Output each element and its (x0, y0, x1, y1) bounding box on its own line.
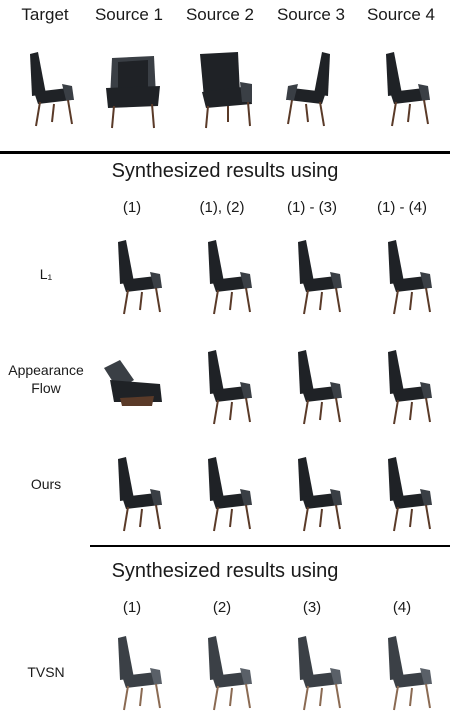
image-target (2, 42, 92, 132)
image-ours-4 (360, 447, 450, 537)
image-ours-1 (90, 447, 180, 537)
section2-col-label-1: (1) (122, 599, 142, 616)
section2-title: Synthesized results using (111, 560, 339, 582)
row-label-tvsn: TVSN (27, 664, 65, 680)
divider-thick (0, 151, 450, 154)
image-ours-3 (270, 447, 360, 537)
image-l1-2 (180, 230, 270, 320)
image-source-4 (358, 42, 448, 132)
section2-col-label-4: (4) (392, 599, 412, 616)
row-label-ours: Ours (30, 476, 62, 492)
section1-col-label-1: (1) (122, 199, 142, 216)
image-tvsn-2 (180, 626, 270, 716)
row-label-l1: L₁ (39, 266, 53, 282)
header-source-3: Source 3 (276, 5, 346, 24)
image-af-2 (180, 340, 270, 430)
row-label-appearance-flow-line1: Appearance (8, 362, 84, 378)
image-source-2 (178, 42, 268, 132)
row-label-appearance-flow: Appearance Flow (0, 361, 92, 397)
image-af-1 (90, 340, 180, 430)
section1-col-label-4: (1) - (4) (377, 199, 427, 216)
image-source-1 (88, 42, 178, 132)
section1-col-label-3: (1) - (3) (287, 199, 337, 216)
divider-thin (90, 545, 450, 547)
image-tvsn-1 (90, 626, 180, 716)
header-target: Target (21, 5, 69, 24)
header-source-2: Source 2 (185, 5, 255, 24)
image-l1-1 (90, 230, 180, 320)
image-af-4 (360, 340, 450, 430)
image-tvsn-3 (270, 626, 360, 716)
header-source-4: Source 4 (366, 5, 436, 24)
image-ours-2 (180, 447, 270, 537)
row-label-appearance-flow-line2: Flow (31, 380, 61, 396)
section1-col-label-2: (1), (2) (199, 199, 245, 216)
section1-title: Synthesized results using (111, 160, 339, 182)
section2-col-label-3: (3) (302, 599, 322, 616)
image-af-3 (270, 340, 360, 430)
image-tvsn-4 (360, 626, 450, 716)
image-l1-3 (270, 230, 360, 320)
image-source-3 (268, 42, 358, 132)
image-l1-4 (360, 230, 450, 320)
header-source-1: Source 1 (94, 5, 164, 24)
section2-col-label-2: (2) (212, 599, 232, 616)
